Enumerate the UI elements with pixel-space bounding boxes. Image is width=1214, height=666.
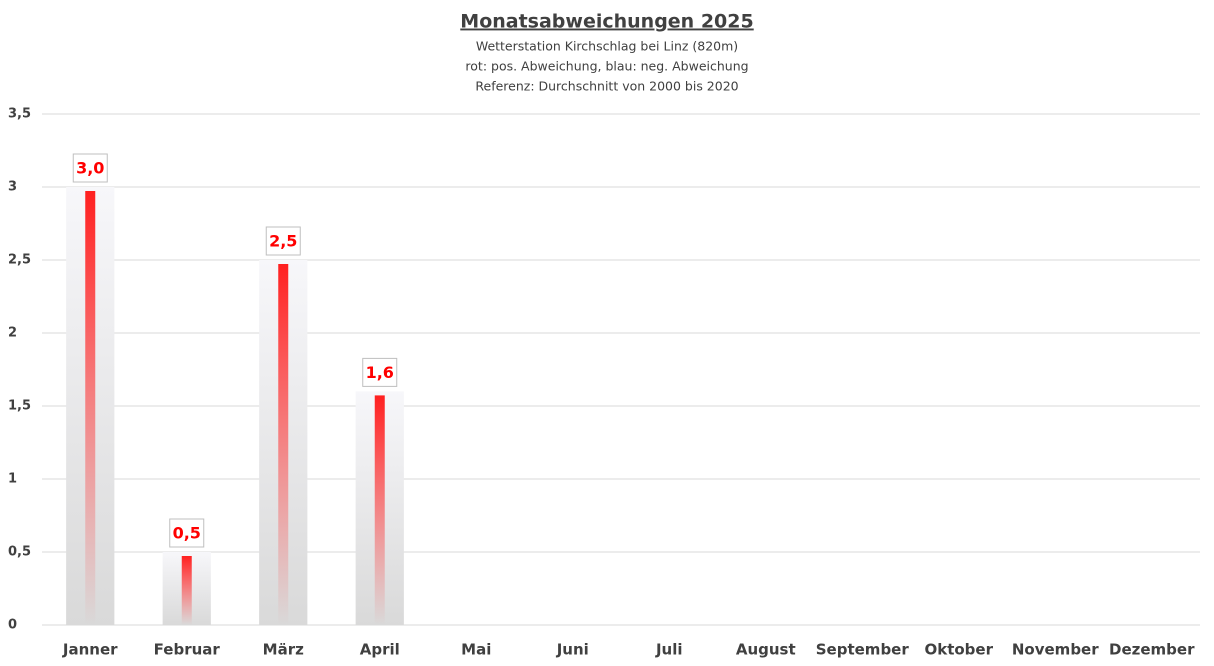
value-label-box: [169, 518, 205, 548]
y-tick-label: 2: [8, 326, 17, 341]
bar: [181, 556, 192, 625]
y-tick-label: 0,5: [8, 545, 31, 560]
value-label: 2,5: [269, 232, 297, 251]
x-tick-label: Juli: [655, 641, 683, 659]
y-tick-label: 2,5: [8, 253, 31, 268]
x-tick-label: April: [360, 641, 400, 659]
y-tick-label: 1: [8, 472, 17, 487]
x-tick-label: November: [1012, 641, 1099, 659]
subtitle: Wetterstation Kirchschlag bei Linz (820m…: [476, 39, 738, 54]
bar: [278, 264, 289, 625]
bar: [374, 395, 385, 625]
x-tick-label: Mai: [461, 641, 491, 659]
chart-title: Monatsabweichungen 2025: [460, 11, 753, 33]
x-tick-label: August: [736, 641, 796, 659]
y-tick-label: 0: [8, 618, 17, 633]
value-label: 3,0: [76, 159, 104, 178]
y-tick-label: 3: [8, 180, 17, 195]
x-tick-label: September: [816, 641, 910, 659]
subtitle: Referenz: Durchschnitt von 2000 bis 2020: [475, 79, 738, 94]
value-label: 0,5: [173, 524, 201, 543]
x-tick-label: Janner: [62, 641, 118, 659]
x-tick-label: März: [263, 641, 304, 659]
value-label: 1,6: [366, 363, 394, 382]
x-tick-label: Oktober: [924, 641, 993, 659]
value-label-box: [72, 153, 108, 183]
value-label-box: [265, 226, 301, 256]
subtitle: rot: pos. Abweichung, blau: neg. Abweich…: [465, 59, 748, 74]
x-tick-label: Februar: [154, 641, 221, 659]
x-tick-label: Juni: [556, 641, 589, 659]
x-tick-label: Dezember: [1109, 641, 1195, 659]
bar: [85, 191, 96, 625]
value-label-box: [362, 357, 398, 387]
y-tick-label: 3,5: [8, 107, 31, 122]
y-tick-label: 1,5: [8, 399, 31, 414]
